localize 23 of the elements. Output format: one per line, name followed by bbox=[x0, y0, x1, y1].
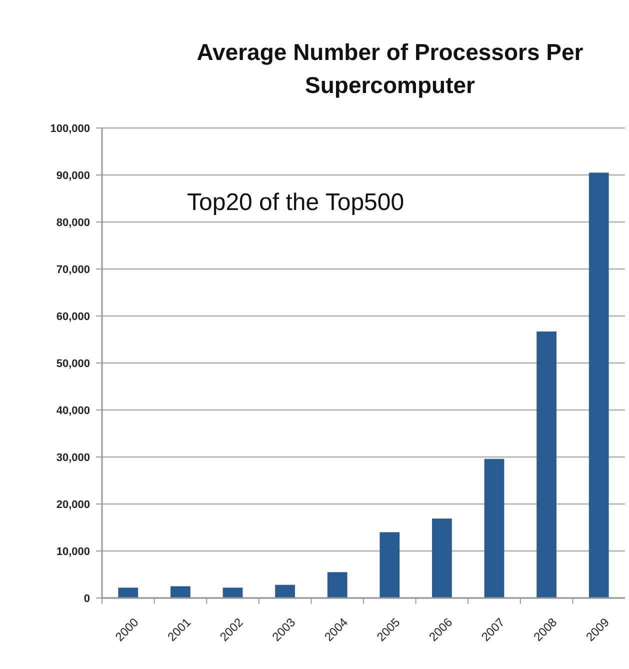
y-tick-label: 100,000 bbox=[50, 122, 90, 135]
y-tick-label: 70,000 bbox=[56, 264, 90, 276]
y-tick-label: 90,000 bbox=[56, 170, 90, 182]
bar bbox=[380, 532, 400, 598]
bar bbox=[432, 518, 452, 598]
bar bbox=[484, 458, 504, 598]
bar bbox=[536, 332, 556, 598]
y-tick-label: 80,000 bbox=[56, 216, 90, 229]
bar bbox=[170, 586, 190, 598]
y-tick-label: 10,000 bbox=[56, 546, 90, 558]
y-tick-label: 30,000 bbox=[56, 452, 90, 464]
bar bbox=[327, 572, 348, 598]
bar bbox=[588, 172, 609, 598]
chart-title: Average Number of Processors Per Supercomputer bbox=[196, 39, 584, 98]
y-tick-label: 40,000 bbox=[56, 404, 90, 417]
bar bbox=[118, 588, 138, 598]
bar bbox=[275, 584, 295, 598]
y-tick-label: 0 bbox=[84, 592, 90, 605]
y-tick-label: 50,000 bbox=[56, 358, 90, 370]
y-tick-label: 60,000 bbox=[56, 310, 90, 323]
bar bbox=[222, 588, 243, 598]
annotation: Top20 of the Top500 bbox=[187, 189, 404, 216]
y-tick-label: 20,000 bbox=[56, 498, 90, 511]
